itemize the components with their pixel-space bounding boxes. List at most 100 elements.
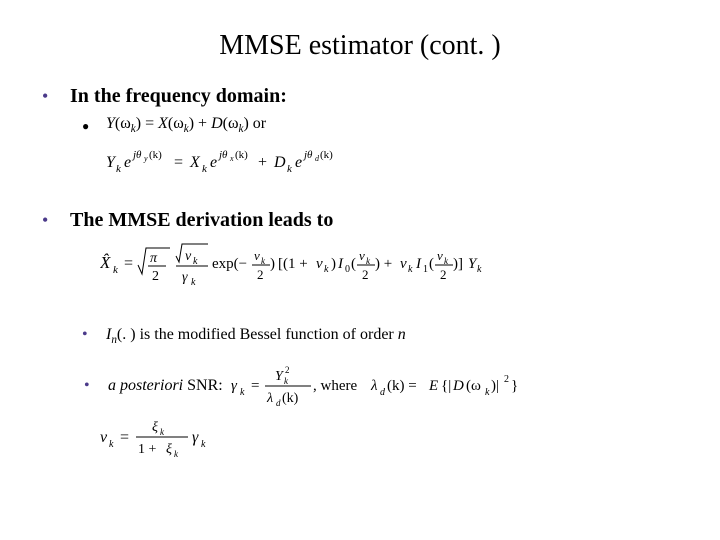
sym: ( [429,256,434,272]
sym: e [295,154,302,171]
sup: jθ [217,149,228,161]
sym-Y: Y [106,115,115,132]
txt: ) = [136,115,158,132]
sub: k [408,264,413,275]
txt: SNR: [183,377,223,394]
sym: π [150,251,158,266]
sym: (k) [282,391,299,406]
sub: k [240,387,245,398]
txt: (ω [168,115,184,132]
sym: = [124,255,133,272]
sym: ξ [152,420,158,435]
txt: ) + [189,115,211,132]
sym: = [120,429,129,446]
bullet-lvl1-mmse: • The MMSE derivation leads to [40,208,680,232]
sup: jθ [131,149,142,161]
bullet-lvl2-bessel: • In(. ) is the modified Bessel function… [82,325,680,350]
sym: γ [192,429,199,446]
sub: d [276,398,281,408]
sym: λ [370,378,378,394]
sup: (k) [235,149,248,161]
sym: v [359,248,365,263]
sub: k [109,439,114,450]
txt: (. ) is the modified Bessel function of … [117,326,398,343]
sup: x [229,154,234,163]
bessel-text: In(. ) is the modified Bessel function o… [106,325,406,350]
sub: k [174,449,179,459]
txt: ) or [243,115,266,132]
sym: I [337,256,344,272]
sym: ) [270,256,275,272]
sym: ) + [375,256,392,272]
sub: d [380,387,386,398]
formula-nu: v k = ξ k 1 + ξ k γ k [100,414,680,465]
sup: 2 [504,374,509,385]
sub: k [477,264,482,275]
sym: 2 [257,267,264,282]
sym: [(1 + [278,256,308,272]
sym: } [511,378,518,394]
sub: k [485,387,490,398]
sym: )| [491,378,499,394]
sym: ξ [166,442,172,457]
sub: 0 [345,264,350,275]
sub: k [202,163,208,175]
bullet-icon: • [40,208,70,232]
sym: )] [453,256,463,272]
sym: D [273,154,286,171]
sym: e [210,154,217,171]
formula-svg: Y k e jθ y (k) = X k e jθ x (k) + D k e … [106,145,426,179]
sup: jθ [302,149,313,161]
sub: k [324,264,329,275]
sym: = [174,154,183,171]
bullet-lvl2-freq-eq: ● Y(ωk) = X(ωk) + D(ωk) or [82,114,680,139]
sub: k [116,163,122,175]
bullet-icon: • [82,374,108,398]
bullet-text: The MMSE derivation leads to [70,208,333,232]
sym: ) [331,256,336,272]
txt: (ω [115,115,131,132]
formula-snr: γ k = Y 2 k λ d (k) , where λ d (k) = E … [231,364,611,408]
sym: X̂ [100,253,111,272]
sym: 1 + [138,442,157,457]
sym: I [415,256,422,272]
sym: D [452,378,464,394]
sub: k [287,163,293,175]
sym: , where [313,378,357,394]
sym: e [124,154,131,171]
sub: k [284,376,289,386]
bullet-text: In the frequency domain: [70,84,287,108]
sym: exp(− [212,256,247,272]
sym: γ [182,270,188,285]
sym: 2 [440,267,447,282]
sym: λ [266,391,273,406]
sym: + [258,154,267,171]
formula-svg: X̂ k = π 2 v k γ k exp(− v k 2 ) [(1 + v [100,238,580,288]
sub: k [193,256,198,267]
sup: 2 [285,365,290,375]
sym: v [185,249,192,264]
sym: (ω [466,378,481,394]
sub: k [201,439,206,450]
freq-text-eq: Y(ωk) = X(ωk) + D(ωk) or [106,114,266,139]
bullet-icon: ● [82,114,106,136]
formula-freq-exponential: Y k e jθ y (k) = X k e jθ x (k) + D k e … [106,145,680,184]
snr-label: a posteriori SNR: [108,377,223,395]
slide: MMSE estimator (cont. ) • In the frequen… [0,0,720,540]
sym: 2 [152,269,159,284]
sym: γ [231,378,238,394]
sym: E [428,378,438,394]
sym: = [251,378,259,394]
bullet-icon: • [82,325,106,345]
sup: y [143,154,148,163]
sub: 1 [423,264,428,275]
sym: (k) = [387,378,417,394]
txt: (ω [223,115,239,132]
sym: v [316,256,323,272]
bullet-lvl1-freq: • In the frequency domain: [40,84,680,108]
sub: k [191,277,196,288]
sqrt-icon [176,244,208,262]
sym: 2 [362,267,369,282]
sym-X: X [158,115,168,132]
formula-svg: v k = ξ k 1 + ξ k γ k [100,414,280,460]
